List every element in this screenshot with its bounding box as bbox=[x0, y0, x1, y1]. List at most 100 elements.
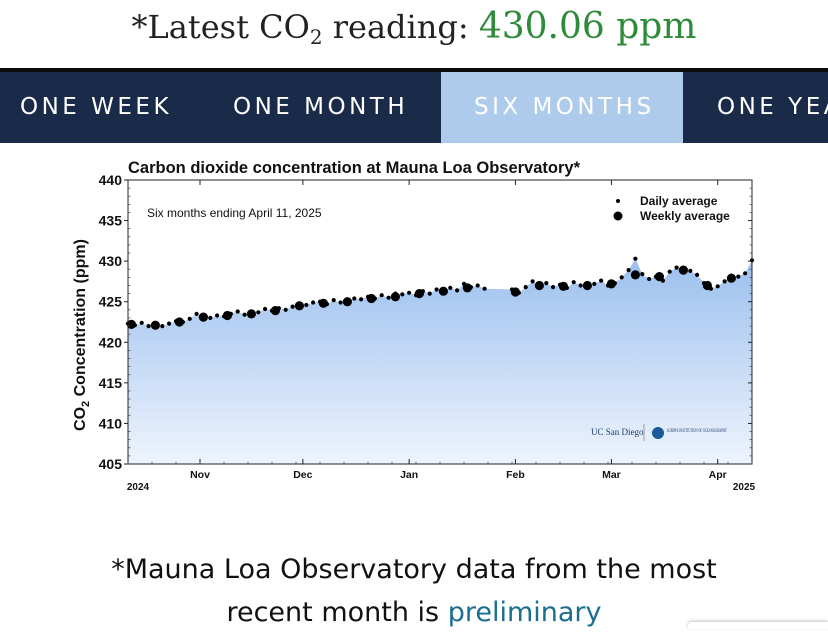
daily-point bbox=[283, 307, 288, 312]
footer-line-1: *Mauna Loa Observatory data from the mos… bbox=[111, 554, 717, 585]
daily-point bbox=[352, 296, 357, 301]
preliminary-link[interactable]: preliminary bbox=[447, 597, 602, 628]
weekly-point bbox=[246, 309, 256, 319]
x-tick-label: Feb bbox=[506, 469, 525, 481]
daily-point bbox=[379, 293, 384, 298]
x-year-label: 2024 bbox=[127, 482, 150, 493]
weekly-point bbox=[510, 287, 520, 297]
ylabel-sub: 2 bbox=[80, 401, 92, 407]
footer-note: *Mauna Loa Observatory data from the mos… bbox=[0, 548, 828, 634]
y-tick-label: 425 bbox=[99, 294, 123, 310]
daily-point bbox=[475, 283, 480, 288]
daily-point bbox=[311, 300, 316, 305]
daily-point bbox=[523, 285, 528, 290]
legend-weekly-marker bbox=[613, 211, 623, 221]
x-tick-label: Nov bbox=[190, 469, 210, 481]
daily-point bbox=[331, 298, 336, 303]
daily-point bbox=[571, 280, 576, 285]
weekly-point bbox=[366, 293, 376, 304]
scripps-logo-text: SCRIPPS INSTITUTION OF OCEANOGRAPHY bbox=[667, 428, 727, 434]
weekly-point bbox=[678, 265, 689, 275]
daily-point bbox=[551, 285, 556, 290]
daily-point bbox=[256, 310, 261, 315]
weekly-point bbox=[702, 280, 713, 291]
weekly-point bbox=[582, 280, 593, 291]
daily-point bbox=[139, 320, 144, 325]
headline-prefix: *Latest CO bbox=[131, 8, 310, 46]
weekly-point bbox=[342, 297, 352, 307]
tab-one-month[interactable]: ONE MONTH bbox=[233, 94, 409, 120]
weekly-point bbox=[438, 286, 448, 296]
y-tick-label: 415 bbox=[99, 375, 123, 391]
weekly-point bbox=[606, 279, 617, 289]
weekly-point bbox=[390, 292, 400, 302]
x-tick-label: Mar bbox=[602, 469, 621, 481]
weekly-point bbox=[270, 306, 280, 316]
headline-suffix: reading: bbox=[322, 8, 479, 46]
daily-point bbox=[599, 278, 604, 283]
x-tick-label: Apr bbox=[709, 469, 727, 481]
daily-point bbox=[242, 312, 247, 317]
y-tick-label: 430 bbox=[99, 253, 123, 269]
headline-subscript: 2 bbox=[309, 25, 323, 49]
weekly-point bbox=[126, 319, 136, 329]
daily-point bbox=[544, 281, 549, 286]
daily-point bbox=[640, 272, 645, 277]
daily-point bbox=[146, 324, 151, 329]
tab-one-week[interactable]: ONE WEEK bbox=[20, 94, 173, 120]
latest-reading-headline: *Latest CO2 reading: 430.06 ppm bbox=[0, 0, 828, 68]
daily-point bbox=[338, 300, 343, 305]
y-tick-label: 435 bbox=[99, 213, 123, 229]
weekly-point bbox=[630, 270, 641, 280]
daily-point bbox=[715, 284, 720, 289]
y-tick-label: 410 bbox=[99, 415, 123, 431]
ylabel-prefix: CO bbox=[72, 407, 89, 431]
footer-line-2-prefix: recent month is bbox=[226, 597, 448, 628]
daily-point bbox=[688, 268, 693, 273]
legend-daily-label: Daily average bbox=[640, 194, 718, 208]
daily-point bbox=[674, 265, 679, 270]
y-tick-label: 405 bbox=[99, 456, 123, 472]
ylabel-suffix: Concentration (ppm) bbox=[72, 239, 89, 401]
daily-point bbox=[530, 279, 535, 284]
daily-point bbox=[619, 275, 624, 280]
y-tick-label: 420 bbox=[99, 334, 123, 350]
daily-point bbox=[722, 279, 727, 284]
chart-y-axis-label: CO2 Concentration (ppm) bbox=[72, 239, 92, 431]
tab-six-months[interactable]: SIX MONTHS bbox=[441, 72, 683, 143]
daily-point bbox=[743, 271, 748, 276]
logos: UC San Diego SCRIPPS INSTITUTION OF OCEA… bbox=[591, 424, 727, 441]
daily-point bbox=[400, 292, 405, 297]
daily-point bbox=[160, 324, 165, 329]
daily-point bbox=[626, 268, 631, 273]
daily-point bbox=[407, 290, 412, 295]
daily-point bbox=[215, 313, 220, 318]
daily-point bbox=[448, 285, 453, 290]
time-range-tabs: ONE WEEK ONE MONTH SIX MONTHS ONE YEAR bbox=[0, 68, 828, 143]
daily-point bbox=[187, 316, 192, 321]
corner-overlay bbox=[688, 622, 828, 629]
daily-point bbox=[427, 291, 432, 296]
daily-point bbox=[167, 321, 172, 326]
weekly-point bbox=[654, 272, 665, 282]
tab-one-year[interactable]: ONE YEAR bbox=[717, 94, 828, 120]
daily-point bbox=[386, 295, 391, 300]
latest-reading-value: 430.06 ppm bbox=[478, 6, 697, 47]
ucsd-logo-text: UC San Diego bbox=[591, 427, 644, 437]
daily-point bbox=[482, 286, 487, 291]
x-year-label: 2025 bbox=[733, 482, 756, 493]
weekly-point bbox=[558, 281, 568, 291]
daily-point bbox=[208, 315, 213, 320]
chart-subtitle: Six months ending April 11, 2025 bbox=[147, 206, 322, 220]
weekly-point bbox=[414, 289, 424, 299]
weekly-point bbox=[198, 312, 208, 322]
daily-point bbox=[235, 309, 240, 314]
weekly-point bbox=[222, 310, 232, 321]
weekly-point bbox=[462, 283, 472, 293]
y-tick-label: 440 bbox=[99, 172, 123, 188]
co2-chart: Carbon dioxide concentration at Mauna Lo… bbox=[60, 150, 770, 500]
daily-point bbox=[736, 274, 741, 279]
daily-point bbox=[304, 302, 309, 308]
chart-legend: Daily average Weekly average bbox=[613, 194, 730, 223]
weekly-point bbox=[726, 273, 737, 283]
